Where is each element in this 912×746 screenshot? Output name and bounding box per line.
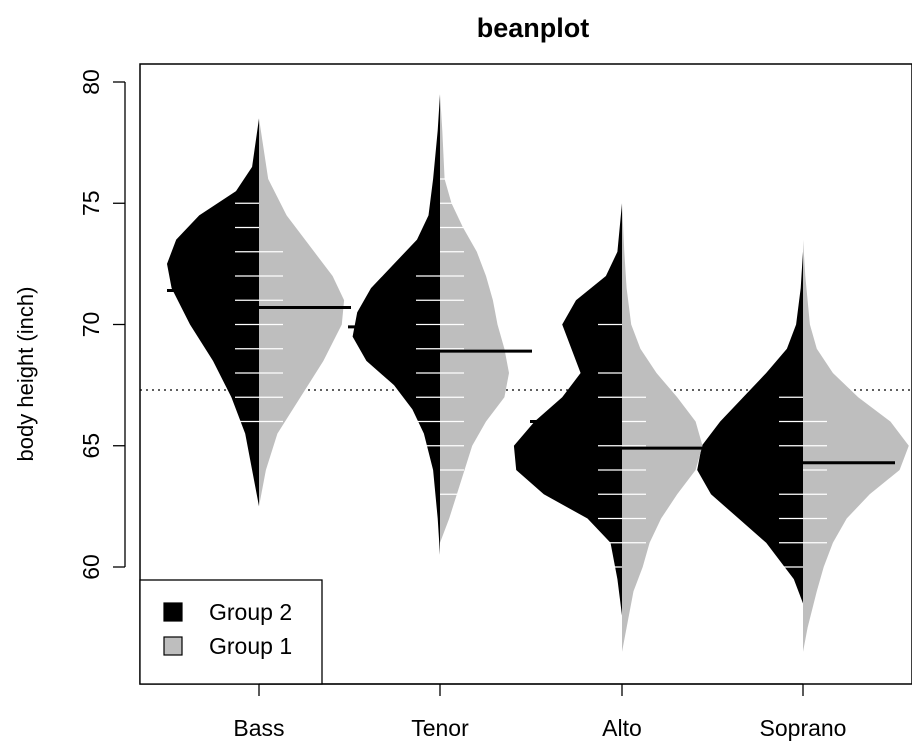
y-axis-label: body height (inch) <box>13 287 38 462</box>
legend-swatch <box>163 636 183 656</box>
x-tick-label: Soprano <box>760 715 847 741</box>
legend-swatch <box>163 602 183 622</box>
bean-half-group-1-alto <box>622 203 703 652</box>
bean-half-group-2-alto <box>513 203 622 616</box>
y-tick-label: 70 <box>78 312 104 338</box>
legend-label: Group 2 <box>209 599 292 625</box>
x-tick-label: Alto <box>602 715 642 741</box>
bean-half-group-1-bass <box>259 118 345 507</box>
legend: Group 2 Group 1 <box>139 579 323 685</box>
bean-half-group-2-bass <box>167 118 259 507</box>
legend-box <box>139 579 323 685</box>
bean-half-group-1-soprano <box>803 239 909 652</box>
bean-half-group-2-soprano <box>697 251 803 604</box>
y-tick-label: 60 <box>78 554 104 580</box>
bean-half-group-1-tenor <box>440 94 509 543</box>
chart-title: beanplot <box>477 13 590 43</box>
bean-half-group-2-tenor <box>352 94 440 555</box>
plot-area <box>140 94 912 652</box>
x-tick-label: Bass <box>233 715 284 741</box>
y-tick-label: 75 <box>78 190 104 216</box>
y-tick-label: 80 <box>78 69 104 95</box>
x-tick-label: Tenor <box>411 715 469 741</box>
legend-label: Group 1 <box>209 633 292 659</box>
y-tick-label: 65 <box>78 433 104 459</box>
